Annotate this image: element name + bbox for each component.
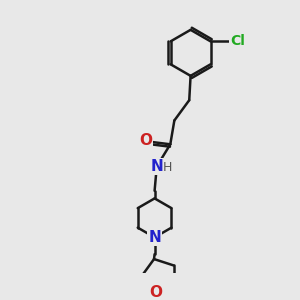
Text: Cl: Cl xyxy=(230,34,245,48)
Text: N: N xyxy=(148,230,161,245)
Text: N: N xyxy=(150,159,163,174)
Text: H: H xyxy=(163,160,172,173)
Text: O: O xyxy=(139,133,152,148)
Text: O: O xyxy=(149,285,162,300)
